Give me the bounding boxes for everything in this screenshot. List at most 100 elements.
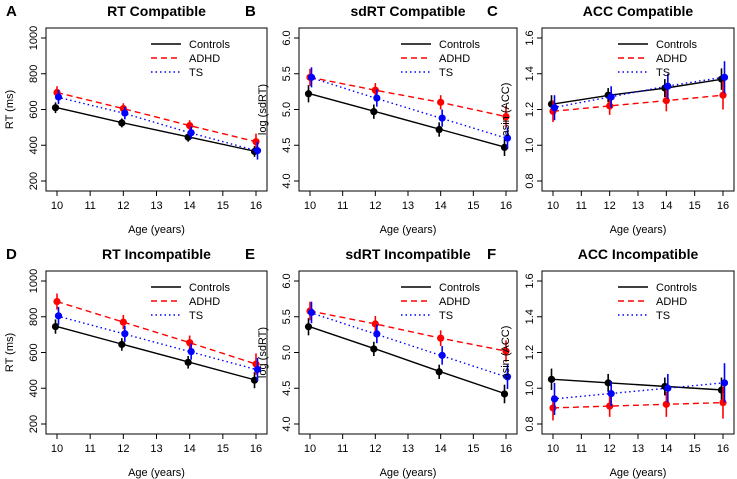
panel-letter: A xyxy=(6,3,17,20)
x-tick-label: 16 xyxy=(250,200,262,212)
legend-label: TS xyxy=(656,67,670,79)
data-point xyxy=(607,390,615,398)
series-line xyxy=(552,382,724,400)
series-controls xyxy=(304,318,509,404)
legend-label: TS xyxy=(189,310,203,322)
data-point xyxy=(370,345,378,353)
y-tick-label: 1.4 xyxy=(524,66,536,81)
data-point xyxy=(184,358,192,366)
y-tick-label: 800 xyxy=(28,308,40,326)
data-point xyxy=(664,384,672,392)
data-point xyxy=(250,376,259,384)
legend-label: ADHD xyxy=(439,53,470,65)
x-tick-label: 16 xyxy=(500,443,512,455)
panel-title: sdRT Incompatible xyxy=(345,246,470,262)
x-tick-label: 15 xyxy=(217,200,229,212)
data-point xyxy=(606,102,614,110)
data-point xyxy=(370,108,378,116)
legend-label: Controls xyxy=(189,39,230,51)
panel-title: ACC Compatible xyxy=(583,3,694,19)
series-line xyxy=(552,401,724,409)
series-line xyxy=(309,93,507,149)
y-tick-label: 5.0 xyxy=(281,345,293,360)
y-axis-label: RT (ms) xyxy=(4,333,16,372)
series-adhd xyxy=(549,386,727,421)
x-tick-label: 14 xyxy=(184,443,196,455)
y-tick-label: 4.0 xyxy=(281,173,293,188)
series-controls xyxy=(547,68,726,114)
data-point xyxy=(606,402,614,410)
series-line xyxy=(552,94,724,112)
y-tick-label: 6.0 xyxy=(281,30,293,45)
plot-frame xyxy=(45,27,268,192)
legend-label: ADHD xyxy=(189,296,220,308)
x-tick-label: 10 xyxy=(547,443,559,455)
data-point xyxy=(435,368,443,376)
x-tick-label: 13 xyxy=(632,200,644,212)
series-adhd xyxy=(549,80,727,123)
x-tick-label: 16 xyxy=(717,200,729,212)
y-tick-label: 6.0 xyxy=(281,273,293,288)
data-point xyxy=(253,147,262,155)
x-tick-label: 10 xyxy=(304,443,316,455)
x-tick-label: 12 xyxy=(369,200,381,212)
y-axis-label: log (sdRT) xyxy=(257,84,269,135)
x-axis-label: Age (years) xyxy=(380,224,437,236)
series-line xyxy=(56,107,257,153)
data-point xyxy=(373,94,381,102)
y-tick-label: 400 xyxy=(28,379,40,397)
series-line xyxy=(309,76,507,118)
y-axis-label: asin (ACC) xyxy=(500,83,512,137)
data-point xyxy=(121,330,129,338)
series-controls xyxy=(547,368,726,403)
data-point xyxy=(719,91,727,99)
x-tick-label: 11 xyxy=(576,200,587,212)
data-point xyxy=(438,114,446,122)
data-point xyxy=(253,365,262,374)
plot-frame xyxy=(541,27,735,192)
x-tick-label: 13 xyxy=(150,443,162,455)
series-controls xyxy=(51,319,259,389)
x-tick-label: 16 xyxy=(500,200,512,212)
plot-frame xyxy=(298,27,518,192)
x-tick-label: 10 xyxy=(304,200,316,212)
x-tick-label: 14 xyxy=(435,200,447,212)
panel-title: sdRT Compatible xyxy=(350,3,465,19)
data-point xyxy=(252,138,260,146)
x-tick-label: 15 xyxy=(689,200,701,212)
data-point xyxy=(503,373,512,381)
data-point xyxy=(307,73,316,81)
y-tick-label: 600 xyxy=(28,100,40,118)
x-tick-label: 14 xyxy=(435,443,447,455)
legend-label: Controls xyxy=(439,282,480,294)
series-adhd xyxy=(53,86,260,150)
legend-label: TS xyxy=(439,67,453,79)
legend-label: Controls xyxy=(656,282,697,294)
panel-title: RT Incompatible xyxy=(102,246,211,262)
data-point xyxy=(547,375,556,383)
legend-label: TS xyxy=(189,67,203,79)
y-axis-label: asin (ACC) xyxy=(500,326,512,380)
series-line xyxy=(56,96,257,152)
panel-letter: D xyxy=(6,246,17,263)
legend-label: ADHD xyxy=(656,53,687,65)
y-tick-label: 0.8 xyxy=(524,416,536,431)
data-point xyxy=(371,86,379,94)
panel-letter: B xyxy=(245,3,256,20)
panel-letter: C xyxy=(487,3,498,20)
y-tick-label: 1.0 xyxy=(524,381,536,396)
series-line xyxy=(309,310,507,352)
data-point xyxy=(51,322,60,331)
plot-frame xyxy=(45,270,268,435)
panel-f: F ACC Incompatible 10 11 12 13 14 15 16 Age (year… xyxy=(487,246,735,479)
x-axis-label: Age (years) xyxy=(128,467,185,479)
y-tick-label: 1.2 xyxy=(524,345,536,360)
x-tick-label: 15 xyxy=(689,443,701,455)
x-tick-label: 14 xyxy=(184,200,196,212)
x-tick-label: 15 xyxy=(467,200,479,212)
data-point xyxy=(373,330,381,338)
y-tick-label: 5.5 xyxy=(281,309,293,324)
data-point xyxy=(662,400,670,408)
